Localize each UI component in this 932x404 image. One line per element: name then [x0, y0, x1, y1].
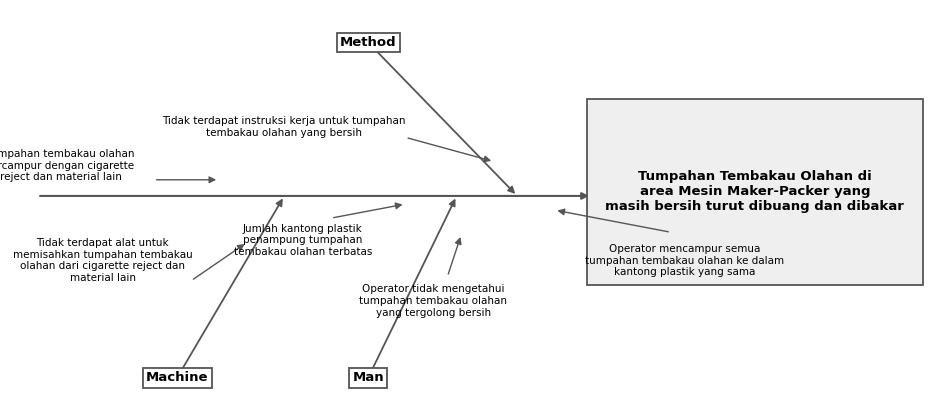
- Text: Operator mencampur semua
tumpahan tembakau olahan ke dalam
kantong plastik yang : Operator mencampur semua tumpahan tembak…: [585, 244, 785, 277]
- Text: Jumlah kantong plastik
penampung tumpahan
tembakau olahan terbatas: Jumlah kantong plastik penampung tumpaha…: [234, 224, 372, 257]
- FancyBboxPatch shape: [587, 99, 923, 285]
- Text: Machine: Machine: [145, 371, 209, 384]
- Text: Tidak terdapat alat untuk
memisahkan tumpahan tembakau
olahan dari cigarette rej: Tidak terdapat alat untuk memisahkan tum…: [13, 238, 192, 283]
- Text: Operator tidak mengetahui
tumpahan tembakau olahan
yang tergolong bersih: Operator tidak mengetahui tumpahan temba…: [360, 284, 507, 318]
- Text: Method: Method: [340, 36, 396, 49]
- Text: Tumpahan Tembakau Olahan di
area Mesin Maker-Packer yang
masih bersih turut dibu: Tumpahan Tembakau Olahan di area Mesin M…: [606, 170, 904, 213]
- Text: Tidak terdapat instruksi kerja untuk tumpahan
tembakau olahan yang bersih: Tidak terdapat instruksi kerja untuk tum…: [162, 116, 406, 138]
- Text: Man: Man: [352, 371, 384, 384]
- Text: Tumpahan tembakau olahan
tercampur dengan cigarette
reject dan material lain: Tumpahan tembakau olahan tercampur denga…: [0, 149, 135, 182]
